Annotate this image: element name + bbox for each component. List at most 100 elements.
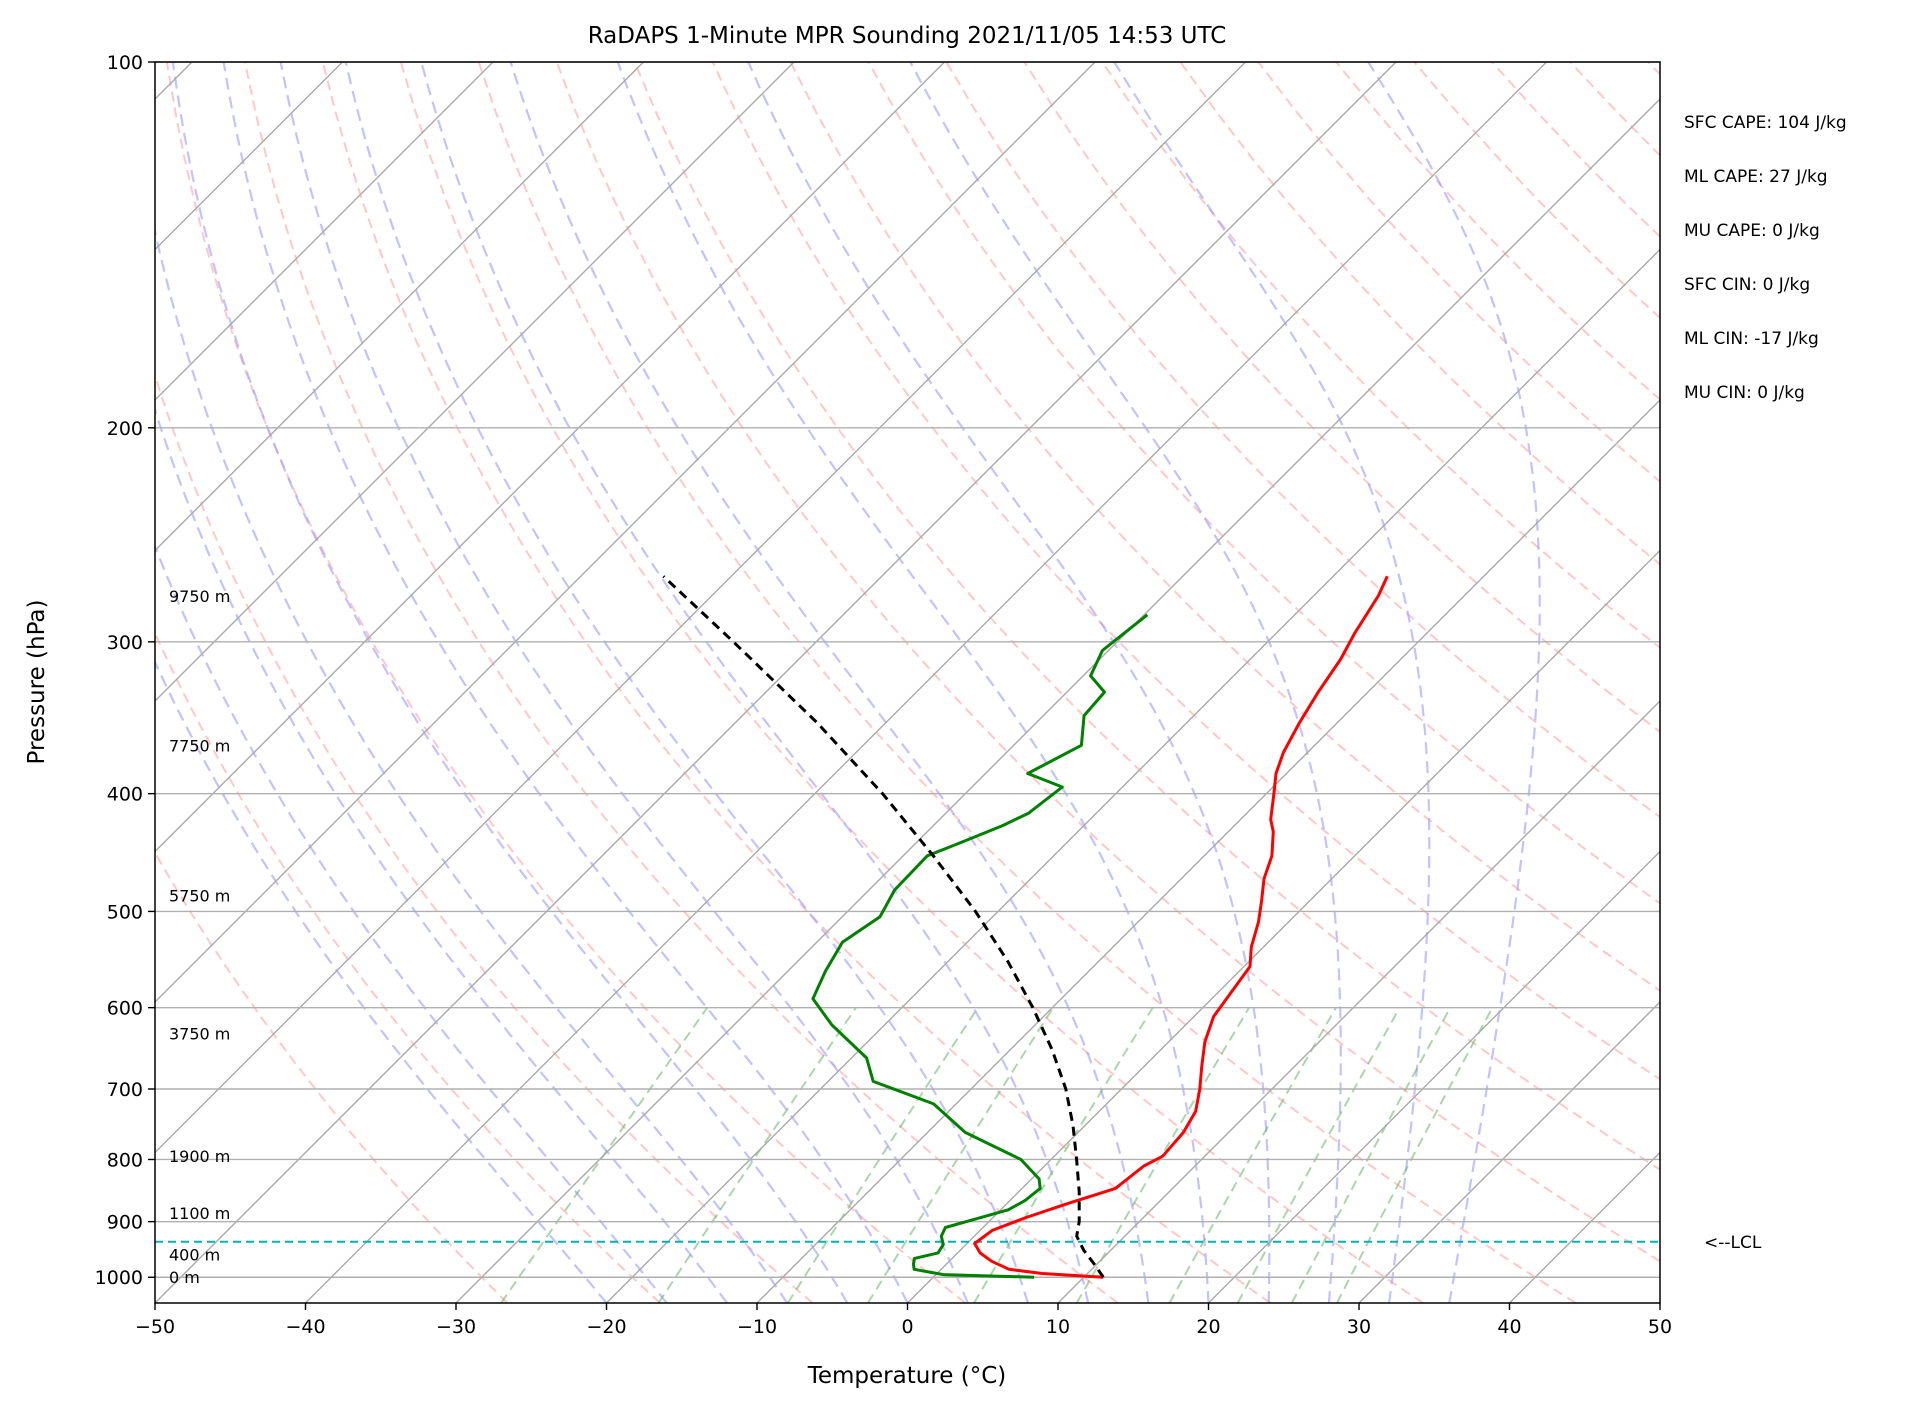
stat-line: ML CAPE: 27 J/kg [1684,167,1828,187]
isotherm [155,62,644,552]
dry-adiabat [1023,62,1660,734]
dry-adiabat [555,62,1660,1263]
parcel-profile [662,575,1105,1279]
moist-adiabat [1367,62,1541,1303]
y-tick-label: 700 [107,1079,143,1101]
dry-adiabat [243,62,1119,1303]
background-lines [155,62,1911,1303]
stat-line: SFC CAPE: 104 J/kg [1684,113,1847,133]
y-tick-label: 200 [107,418,143,440]
moist-adiabat [344,62,1029,1303]
isotherm [155,62,795,702]
moist-adiabat [155,659,608,1303]
height-label: 1900 m [169,1147,230,1166]
temperature-profile [973,575,1389,1279]
x-tick-label: 10 [1046,1316,1070,1338]
dry-adiabat [1569,62,1660,157]
y-tick-label: 600 [107,998,143,1020]
dry-adiabat [321,62,1271,1303]
x-tick-label: −40 [285,1316,325,1338]
height-label: 7750 m [169,736,230,755]
dry-adiabat [633,62,1660,1171]
height-label: 400 m [169,1246,220,1265]
pressure-gridlines [155,61,1660,1278]
dry-adiabat [155,850,509,1303]
stat-line: ML CIN: -17 J/kg [1684,329,1819,349]
height-label: 3750 m [169,1024,230,1043]
y-tick-label: 100 [107,52,143,74]
dry-adiabat [155,631,661,1303]
dry-adiabat [1726,62,1911,1303]
height-label: 0 m [169,1268,200,1287]
isotherm [1208,850,1660,1303]
x-tick-label: −30 [436,1316,476,1338]
y-tick-label: 900 [107,1212,143,1234]
mixing-ratio-line [786,1007,979,1303]
y-tick-label: 500 [107,901,143,923]
profiles [662,575,1389,1279]
isotherm [907,549,1660,1303]
y-axis-label: Pressure (hPa) [24,600,50,765]
moist-adiabat [155,543,668,1303]
moist-adiabat [747,62,1271,1303]
moist-adiabat [909,62,1342,1303]
isotherm [1358,1001,1660,1303]
x-tick-label: −20 [586,1316,626,1338]
moist-adiabat [279,62,969,1303]
height-label: 9750 m [169,587,230,606]
mixing-ratio-line [1168,1007,1337,1303]
dewpoint-profile [811,613,1149,1279]
dry-adiabat [477,62,1577,1303]
moist-adiabat [420,62,1090,1303]
dry-adiabat [1413,62,1660,320]
y-tick-label: 800 [107,1149,143,1171]
stat-line: SFC CIN: 0 J/kg [1684,275,1810,295]
stat-line: MU CAPE: 0 J/kg [1684,221,1820,241]
dry-adiabat [1882,62,1911,1303]
dry-adiabat [155,372,814,1303]
isotherm [1509,1151,1660,1303]
dry-adiabat [945,62,1660,819]
x-ticks: −50 −40 −30 −20 −10 0 10 20 30 40 50 [135,1303,1672,1338]
y-ticks: 100 200 300 400 500 600 700 800 900 1000 [95,52,155,1289]
dry-adiabat [789,62,1660,992]
moist-adiabat [1113,62,1431,1303]
mixing-ratio-line [1291,1007,1452,1303]
moist-adiabat [616,62,1210,1303]
mixing-ratio-line [1075,1007,1250,1303]
isotherm [155,62,1096,1003]
dry-adiabat [399,62,1424,1303]
isotherm [1057,700,1660,1303]
isotherm [155,62,1397,1303]
height-label: 1100 m [169,1204,230,1223]
chart-title: RaDAPS 1-Minute MPR Sounding 2021/11/05 … [588,23,1227,49]
dry-adiabat [711,62,1660,1081]
isotherm [155,62,494,401]
moist-adiabat [171,62,849,1303]
isotherm [155,62,343,251]
isotherm [305,62,1547,1303]
x-tick-label: 20 [1196,1316,1220,1338]
dry-adiabat [1101,62,1660,649]
y-tick-label: 400 [107,784,143,806]
dry-adiabat [1257,62,1660,483]
x-axis-label: Temperature (°C) [807,1363,1007,1389]
dry-adiabat [1335,62,1660,401]
mixing-ratio-line [1236,1007,1401,1303]
mixing-ratio-line [657,1007,857,1303]
stats-panel: SFC CAPE: 104 J/kg ML CAPE: 27 J/kg MU CAP… [1684,113,1847,403]
moist-adiabat [155,406,728,1303]
y-tick-label: 300 [107,632,143,654]
dry-adiabat [1491,62,1660,239]
y-tick-label: 1000 [95,1267,143,1289]
isotherm [756,399,1660,1303]
isotherm [1659,1302,1660,1303]
x-tick-label: 50 [1648,1316,1672,1338]
x-tick-label: −50 [135,1316,175,1338]
x-tick-label: 40 [1497,1316,1521,1338]
height-label: 5750 m [169,886,230,905]
isotherm [155,62,945,853]
stat-line: MU CIN: 0 J/kg [1684,383,1805,403]
x-tick-label: 0 [901,1316,913,1338]
